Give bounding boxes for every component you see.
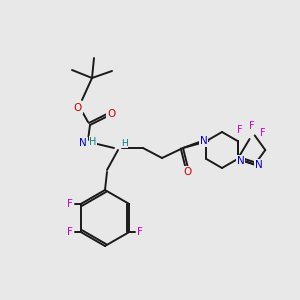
Text: F: F: [137, 227, 143, 237]
Text: O: O: [184, 167, 192, 177]
Text: F: F: [67, 199, 73, 209]
Text: N: N: [79, 138, 87, 148]
Text: N: N: [255, 160, 262, 170]
Text: O: O: [107, 109, 115, 119]
Text: F: F: [67, 227, 73, 237]
Text: H: H: [89, 137, 97, 147]
Text: N: N: [200, 136, 207, 146]
Text: F: F: [260, 128, 266, 138]
Text: O: O: [74, 103, 82, 113]
Text: H: H: [121, 139, 128, 148]
Text: N: N: [237, 156, 244, 166]
Text: F: F: [237, 125, 242, 135]
Text: F: F: [249, 121, 254, 131]
